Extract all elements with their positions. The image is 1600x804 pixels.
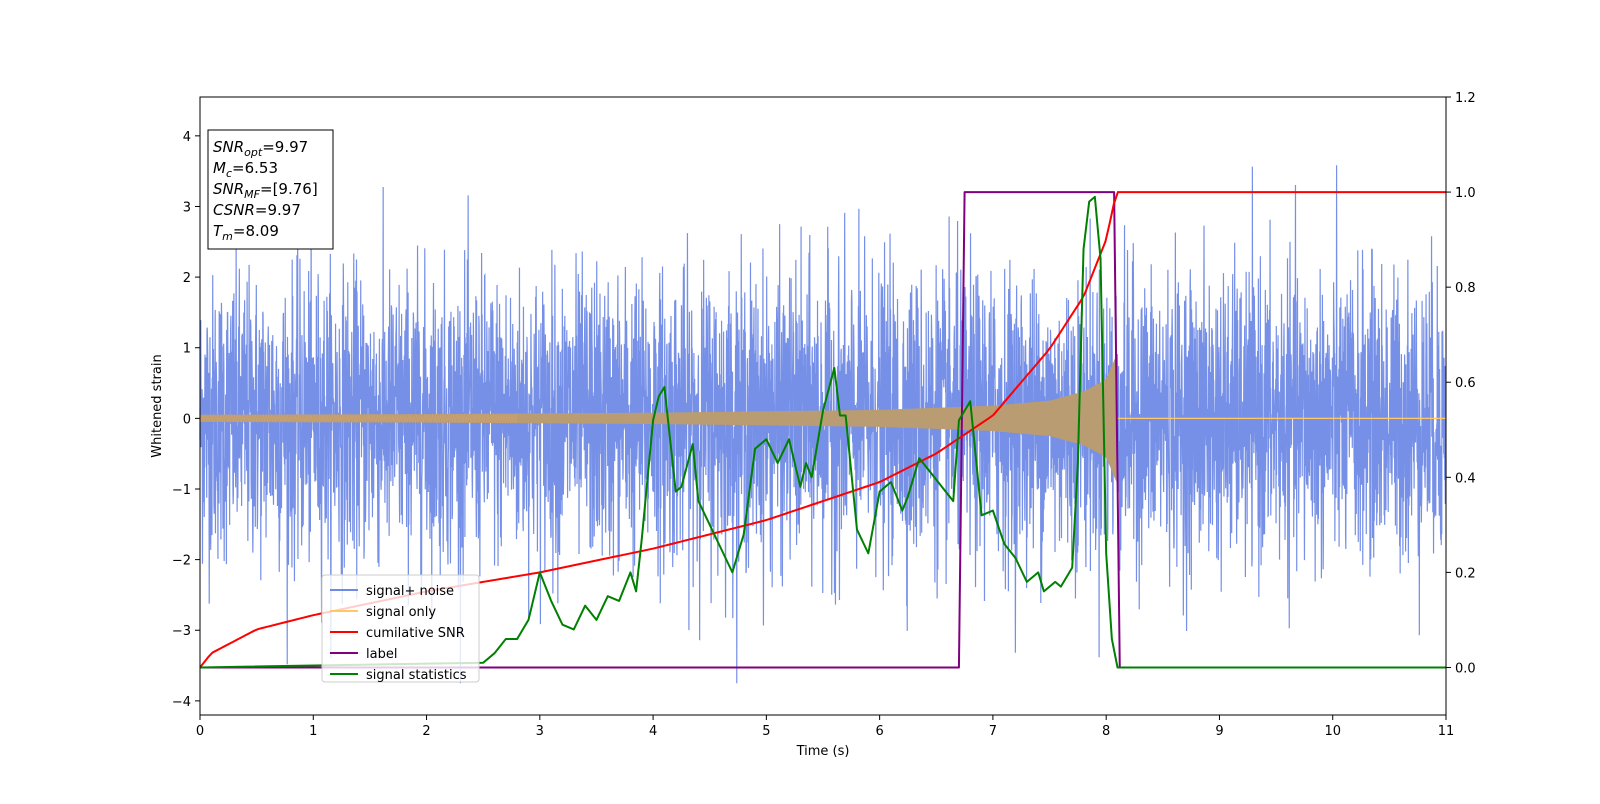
x-tick-label: 3 — [536, 724, 544, 739]
y-right-tick-label: 0.6 — [1455, 376, 1476, 391]
signal-statistics-line — [199, 195, 1446, 669]
stats-line: CSNR=9.97 — [213, 201, 301, 219]
x-tick-label: 11 — [1438, 724, 1455, 739]
y-axis-label: Whitened strain — [150, 354, 165, 457]
axes: 0 1 2 3 4 5 6 7 8 9 10 11 −4 −3 −2 −1 0 1 2 3 4 0.0 0.2 0.4 0.6 0… — [150, 91, 1476, 759]
x-tick-label: 8 — [1102, 724, 1110, 739]
x-tick-label: 6 — [875, 724, 883, 739]
legend-label: cumilative SNR — [366, 626, 465, 641]
signal-statistics-series — [199, 195, 1446, 669]
signal-only-envelope — [200, 354, 1117, 482]
x-tick-label: 4 — [649, 724, 657, 739]
signal-only-series — [199, 354, 1446, 482]
stats-box-frame — [207, 129, 334, 250]
legend-label: signal statistics — [366, 668, 467, 683]
legend-label: label — [366, 647, 397, 662]
y-right-tick-label: 1.0 — [1455, 186, 1476, 201]
y-right-tick-label: 0.4 — [1455, 471, 1476, 486]
stats-line: Mc=6.53 — [213, 159, 278, 180]
y-left-tick-label: 0 — [183, 412, 191, 427]
x-tick-label: 7 — [989, 724, 997, 739]
y-left-tick-label: 3 — [183, 200, 191, 215]
y-right-tick-label: 0.8 — [1455, 281, 1476, 296]
legend-frame — [321, 574, 480, 683]
y-right-tick-label: 0.2 — [1455, 566, 1476, 581]
x-axis-label: Time (s) — [796, 744, 850, 759]
stats-line: Tm=8.09 — [213, 222, 279, 243]
y-left-tick-label: 1 — [183, 342, 191, 357]
y-left-tick-label: −1 — [172, 483, 191, 498]
x-tick-label: 9 — [1215, 724, 1223, 739]
y-right-tick-label: 1.2 — [1455, 91, 1476, 106]
legend-label: signal+ noise — [366, 584, 454, 599]
x-tick-label: 1 — [309, 724, 317, 739]
stats-line: SNRMF=[9.76] — [213, 180, 318, 201]
y-left-tick-label: 2 — [183, 271, 191, 286]
stats-line: SNRopt=9.97 — [213, 138, 308, 159]
y-right-tick-label: 0.0 — [1455, 661, 1476, 676]
x-tick-label: 10 — [1324, 724, 1341, 739]
y-left-tick-label: −4 — [172, 695, 191, 710]
y-left-tick-label: 4 — [183, 130, 191, 145]
legend-label: signal only — [366, 605, 436, 620]
x-tick-label: 0 — [196, 724, 204, 739]
x-tick-label: 5 — [762, 724, 770, 739]
legend: signal+ noise signal only cumilative SNR la… — [321, 574, 480, 683]
y-left-tick-label: −3 — [172, 624, 191, 639]
y-left-tick-label: −2 — [172, 554, 191, 569]
plot-frame — [199, 96, 1447, 716]
x-tick-label: 2 — [422, 724, 430, 739]
signal-only-oscillation — [199, 413, 518, 424]
